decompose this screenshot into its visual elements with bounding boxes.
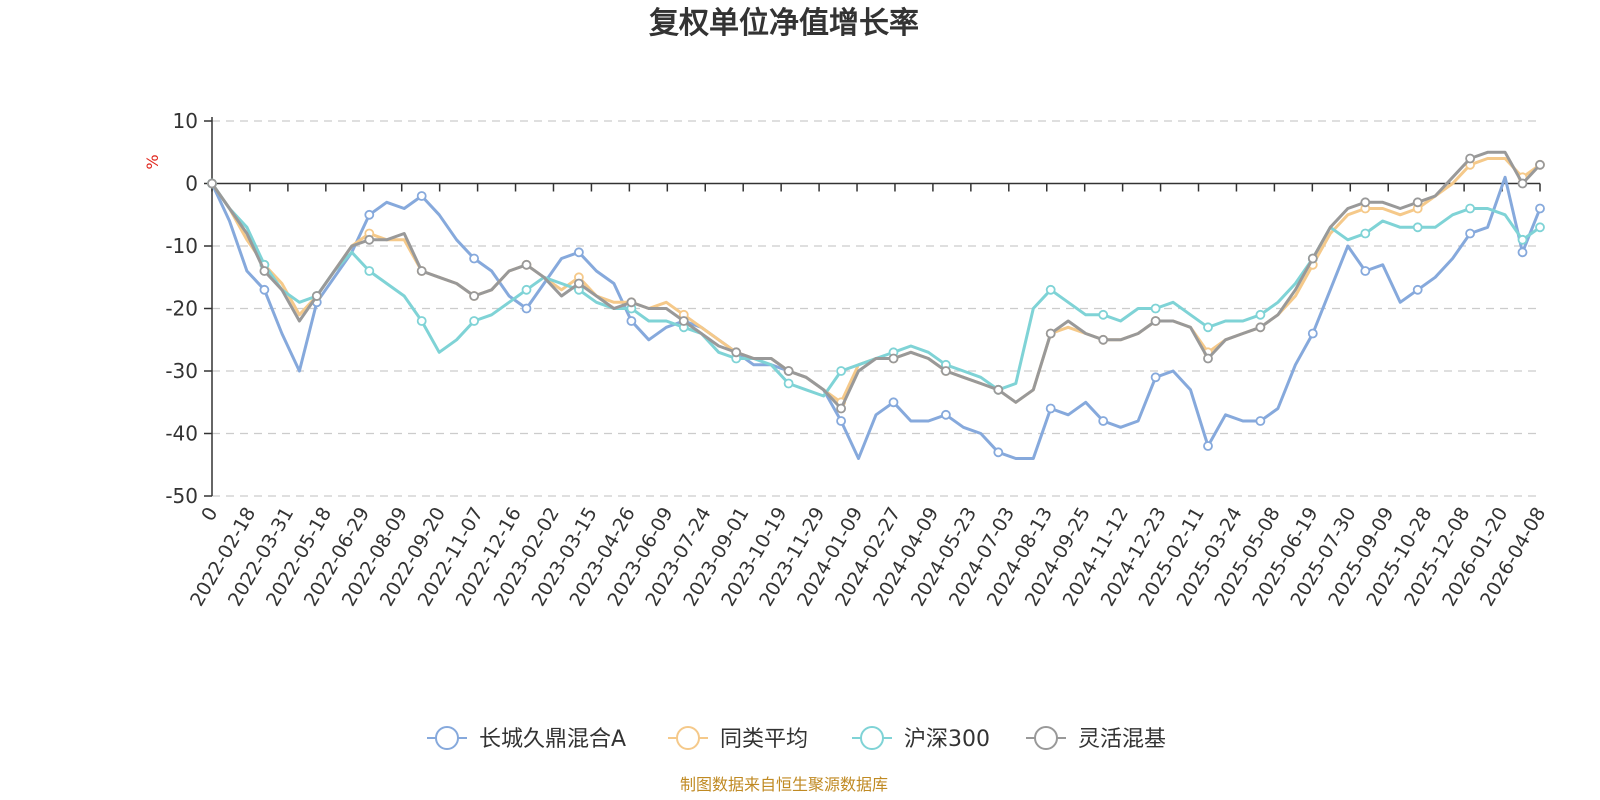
series-point [1307,253,1318,264]
legend-marker [860,726,884,750]
series-point [469,253,480,264]
legend-item[interactable]: 灵活混基 [1026,726,1166,752]
series-point [1255,416,1266,426]
series-point [521,284,532,295]
series-point [1535,222,1545,233]
series-point [1307,328,1318,339]
y-tick-label: -20 [165,297,198,321]
series-point [1045,328,1056,339]
series-point [836,416,846,426]
series-point [1045,284,1056,295]
series-point [1255,309,1266,320]
legend-marker [676,726,700,750]
series-point [1517,234,1528,245]
series-point [1360,197,1371,208]
series-point [416,191,427,201]
series-point [1150,303,1161,314]
series-point [1412,222,1423,233]
series-point [521,259,532,270]
series-point [678,316,689,326]
series-point [1360,228,1371,239]
series-line [210,175,1542,460]
series-point [1535,203,1545,214]
y-tick-label: -30 [165,359,198,383]
series-point [1098,334,1109,345]
series-point [888,397,899,408]
series-point [574,278,584,289]
series-point [941,366,951,376]
series-point [993,384,1004,395]
series-point [941,409,951,420]
series-point [1535,159,1545,170]
legend-label: 同类平均 [720,727,808,752]
y-tick-label: -50 [165,484,198,508]
legend-item[interactable]: 沪深300 [852,726,990,752]
y-axis: 10 0 -10 -20 -30 -40 -50 [165,109,213,508]
y-tick-label: -10 [165,234,198,258]
series-point [783,366,794,376]
series-point [1045,403,1056,414]
series-point [993,447,1004,458]
series-line [210,150,1542,410]
series-point [1203,441,1213,451]
legend-label: 灵活混基 [1078,727,1166,752]
series-point [1203,353,1213,364]
series-point [364,209,375,220]
series-point [1360,266,1371,276]
series-point [311,291,322,301]
x-tick-label: 0 [197,504,222,525]
series-point [1098,309,1109,320]
series-point [1465,153,1475,164]
series-point [1517,178,1528,189]
chart-title: 复权单位净值增长率 [649,6,919,41]
series-point [416,266,427,276]
series-point [1465,203,1475,214]
legend-item[interactable]: 长城久鼎混合A [427,726,626,752]
y-axis-unit: % [143,154,162,169]
legend-marker [435,726,459,750]
series-point [469,316,480,326]
series-point [364,234,375,245]
data-source-note: 制图数据来自恒生聚源数据库 [680,775,888,794]
series-point [626,316,637,326]
series-point [416,316,427,326]
series-point [836,403,846,414]
series-point [731,347,742,358]
series-point [469,291,480,301]
legend-label: 沪深300 [904,727,990,752]
y-tick-label: -40 [165,422,198,446]
series-lines [207,150,1545,460]
series-point [259,266,270,276]
series-point [783,378,794,389]
series-point [1203,322,1213,333]
series-point [1150,372,1161,383]
series-line [210,157,1541,404]
legend-item[interactable]: 同类平均 [668,726,808,752]
series-point [836,366,846,376]
series-point [364,266,375,276]
series-point [1465,228,1475,239]
series-point [207,178,217,189]
y-tick-label: 10 [173,109,198,133]
series-point [521,303,532,314]
series-point [1098,416,1109,426]
series-point [1255,322,1266,333]
series-point [1412,284,1423,295]
series-point [888,353,899,364]
legend-label: 长城久鼎混合A [479,727,626,752]
legend[interactable]: 长城久鼎混合A 同类平均 沪深300 灵活混基 [427,726,1166,752]
series-point [626,297,637,308]
legend-marker [1034,726,1058,750]
series-point [259,284,270,295]
series-point [1517,247,1528,258]
y-tick-label: 0 [185,172,198,196]
series-point [1150,316,1161,326]
series-point [574,247,584,258]
series-point [1412,197,1423,208]
